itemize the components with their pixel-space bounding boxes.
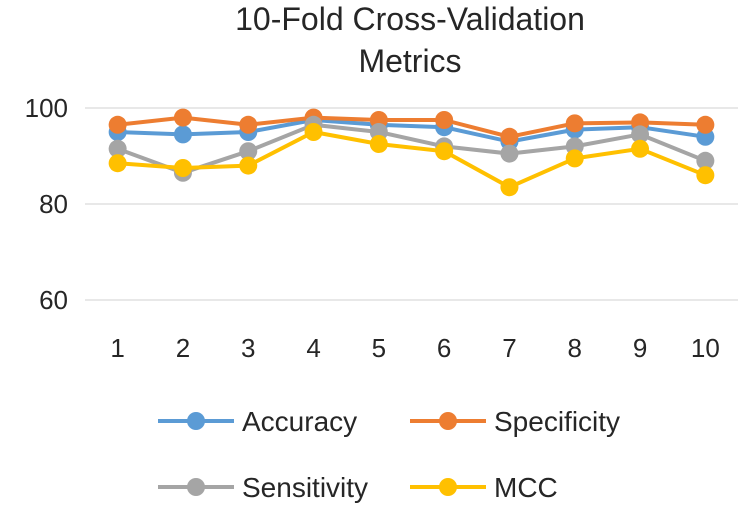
- x-axis: 1 2 3 4 5 6 7 8 9 10: [110, 333, 719, 363]
- data-point-accuracy: [173, 125, 192, 144]
- legend-label-mcc: MCC: [494, 472, 558, 503]
- series-group: [108, 108, 715, 197]
- y-tick-label: 60: [39, 285, 68, 315]
- series-line-mcc: [117, 130, 707, 190]
- chart-title: 10-Fold Cross-Validation Metrics: [235, 1, 585, 79]
- x-tick-label: 5: [372, 333, 386, 363]
- legend: Accuracy Specificity Sensitivity MCC: [158, 406, 620, 503]
- data-point-specificity: [565, 114, 584, 133]
- data-point-mcc: [435, 142, 454, 161]
- data-point-mcc: [304, 123, 323, 141]
- chart-title-line-1: 10-Fold Cross-Validation: [235, 1, 585, 37]
- x-tick-label: 2: [176, 333, 190, 363]
- data-point-mcc: [565, 149, 584, 168]
- y-axis: 60 80 100: [25, 93, 68, 315]
- legend-label-specificity: Specificity: [494, 406, 620, 437]
- data-point-sensitivity: [500, 144, 519, 163]
- data-point-mcc: [696, 166, 715, 185]
- data-point-mcc: [239, 156, 258, 175]
- x-tick-label: 3: [241, 333, 255, 363]
- x-tick-label: 6: [437, 333, 451, 363]
- x-tick-label: 9: [633, 333, 647, 363]
- legend-marker-specificity: [439, 412, 457, 430]
- data-point-specificity: [239, 115, 258, 134]
- legend-marker-accuracy: [187, 412, 205, 430]
- data-point-specificity: [173, 108, 192, 127]
- y-tick-label: 100: [25, 93, 68, 123]
- series-mcc: [108, 123, 715, 197]
- legend-item-accuracy: Accuracy: [158, 406, 357, 437]
- series-accuracy: [108, 111, 715, 151]
- data-point-mcc: [173, 159, 192, 177]
- data-point-specificity: [108, 115, 127, 134]
- x-tick-label: 10: [691, 333, 720, 363]
- legend-marker-mcc: [439, 478, 457, 496]
- data-point-mcc: [500, 178, 519, 197]
- gridlines: [85, 107, 738, 301]
- y-tick-label: 80: [39, 189, 68, 219]
- data-point-sensitivity: [239, 142, 258, 161]
- legend-item-mcc: MCC: [410, 472, 558, 503]
- legend-label-sensitivity: Sensitivity: [242, 472, 368, 503]
- series-line-specificity: [117, 115, 706, 139]
- data-point-sensitivity: [108, 139, 127, 158]
- legend-marker-sensitivity: [187, 478, 205, 496]
- x-tick-label: 4: [306, 333, 320, 363]
- series-line-accuracy: [117, 118, 706, 144]
- series-line-sensitivity: [116, 122, 707, 175]
- x-tick-label: 1: [110, 333, 124, 363]
- data-point-sensitivity: [696, 151, 715, 170]
- chart-title-line-2: Metrics: [358, 43, 461, 79]
- x-tick-label: 7: [502, 333, 516, 363]
- data-point-specificity: [435, 111, 454, 129]
- data-point-mcc: [631, 139, 650, 158]
- legend-item-sensitivity: Sensitivity: [158, 472, 368, 503]
- data-point-specificity: [696, 115, 715, 134]
- data-point-mcc: [369, 135, 388, 153]
- data-point-sensitivity: [631, 125, 650, 144]
- legend-label-accuracy: Accuracy: [242, 406, 357, 437]
- legend-item-specificity: Specificity: [410, 406, 620, 437]
- data-point-mcc: [108, 154, 127, 173]
- data-point-specificity: [500, 127, 519, 146]
- x-tick-label: 8: [568, 333, 582, 363]
